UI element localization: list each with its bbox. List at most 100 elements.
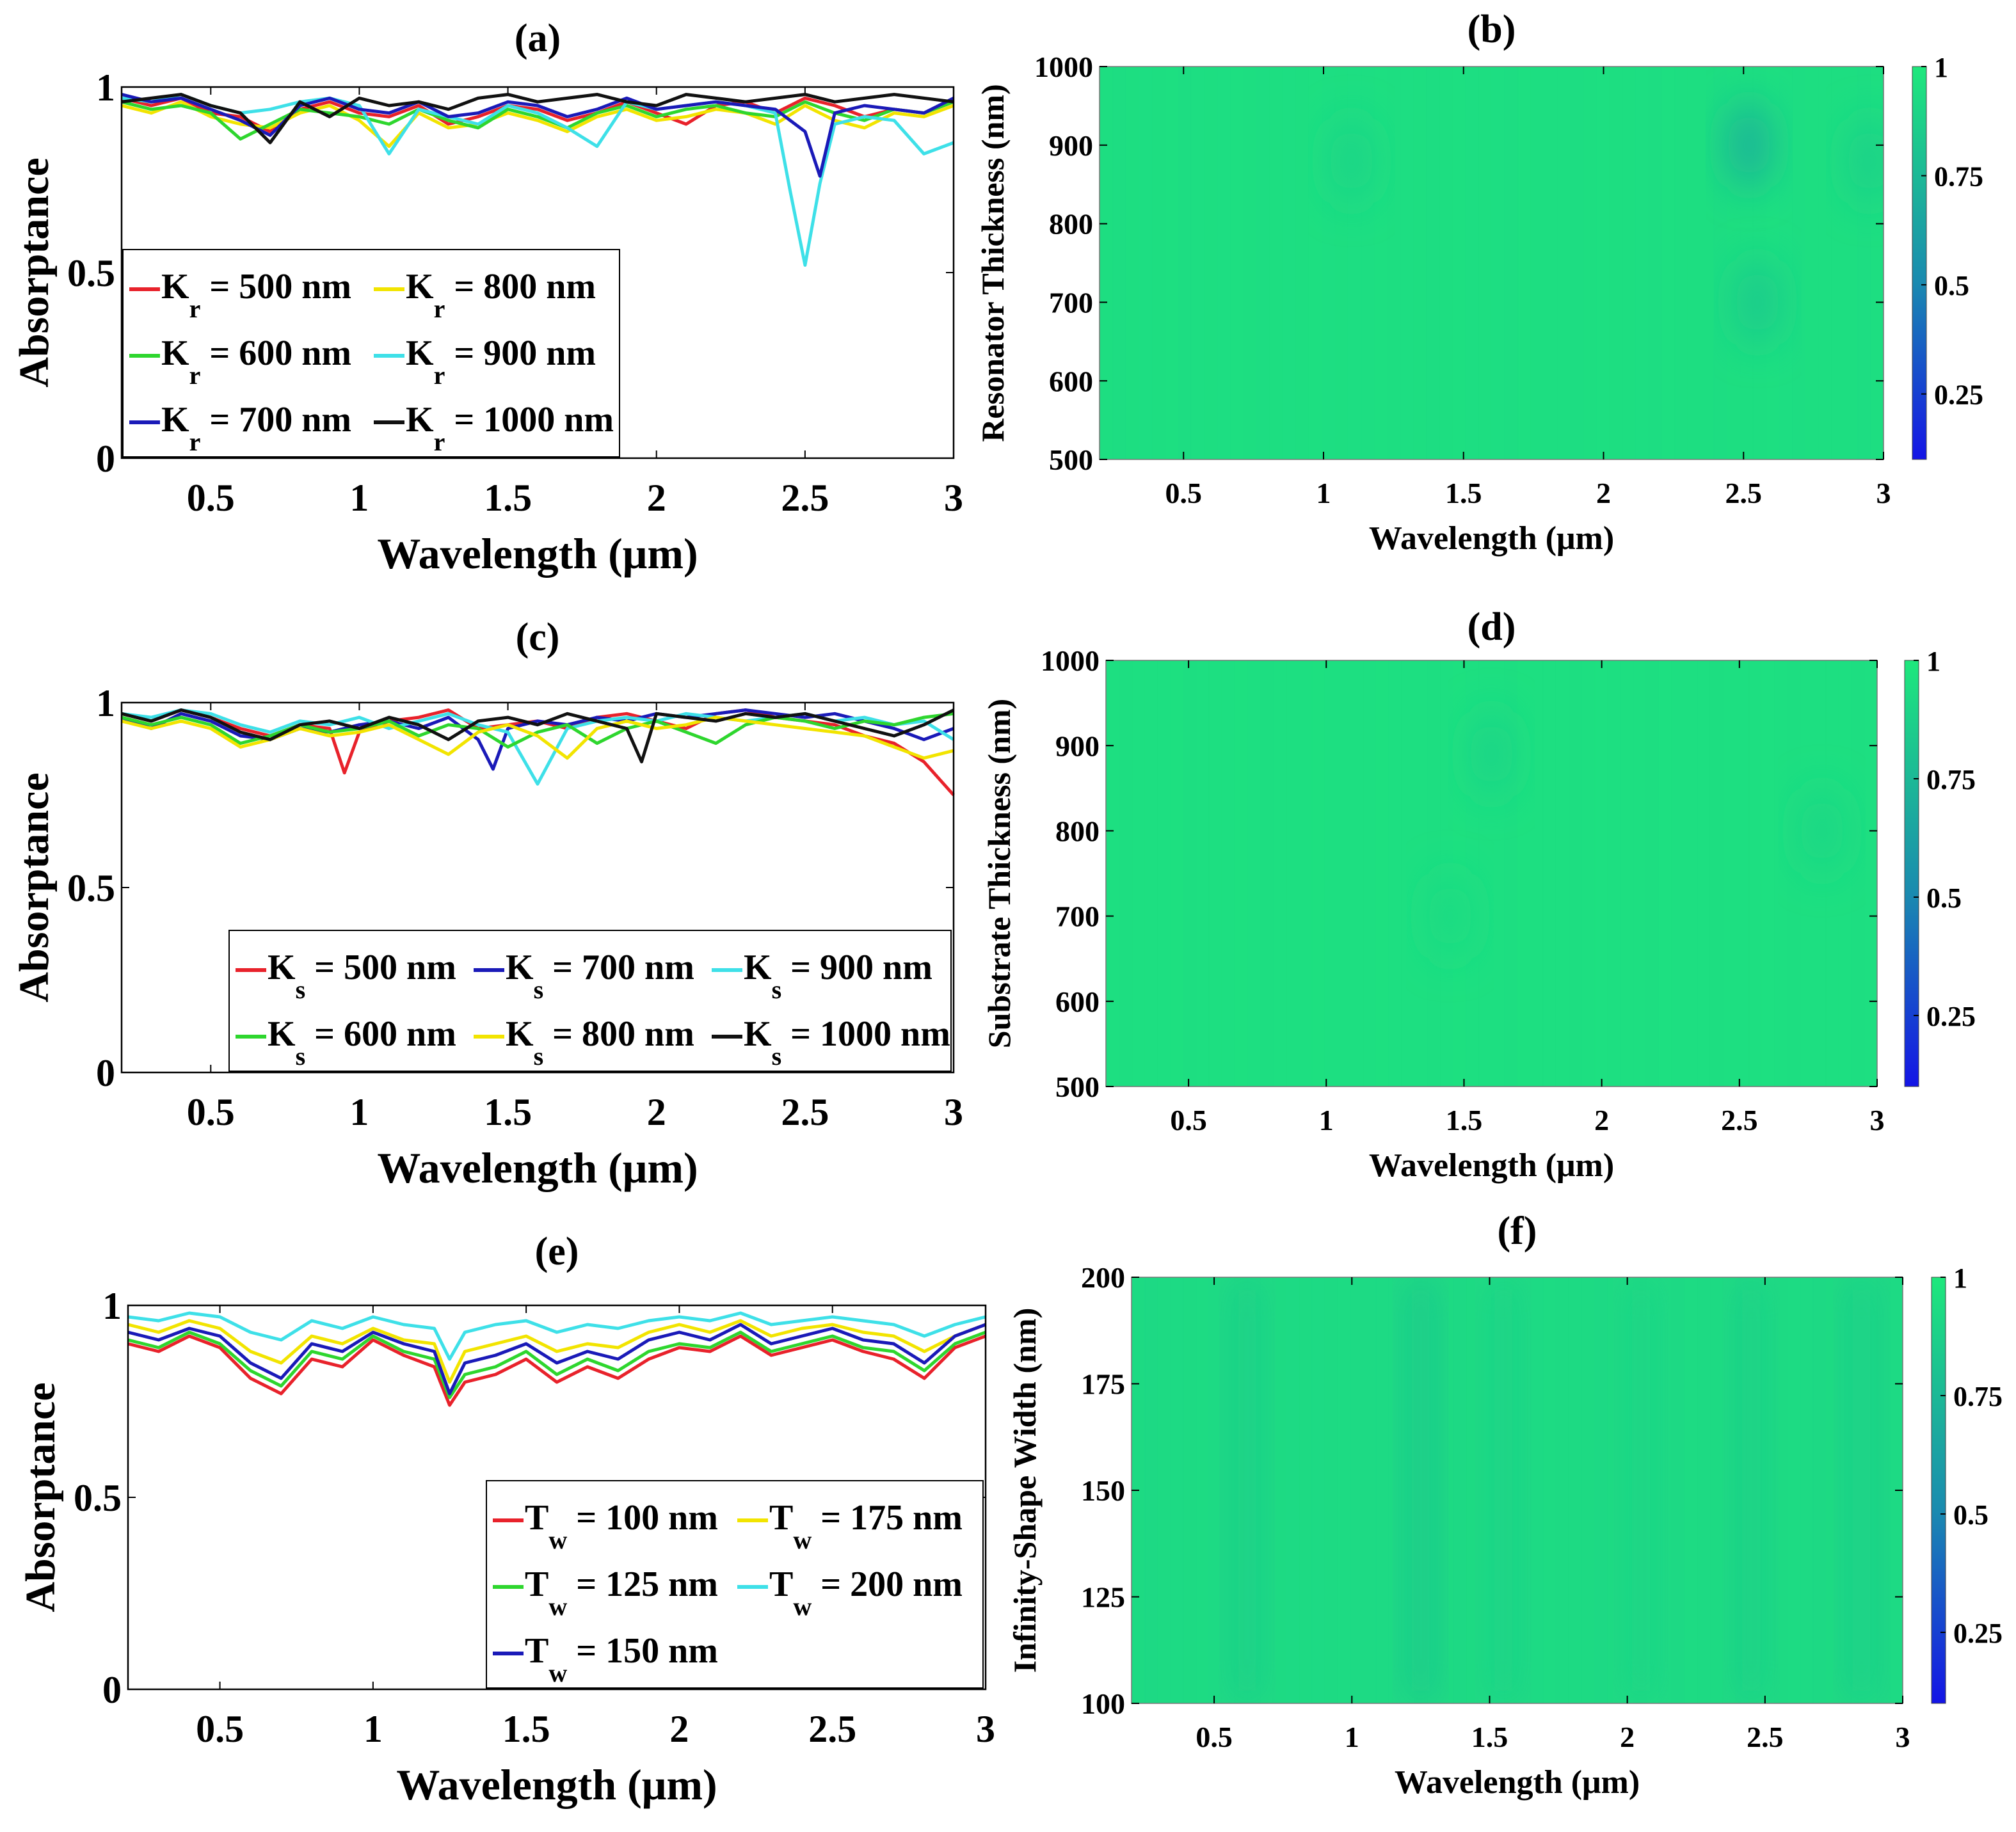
legend-suffix: = 125 nm [567, 1565, 718, 1604]
legend-entry: Tw = 125 nm [525, 1565, 718, 1621]
legend-suffix: = 700 nm [543, 948, 694, 987]
x-tick-label: 0.5 [187, 477, 235, 519]
legend-name: K [406, 333, 434, 373]
heatmap-streak [1800, 1277, 1814, 1703]
heatmap-streak [1851, 660, 1865, 1087]
y-tick-label: 0 [96, 1052, 115, 1094]
heatmap-streak [1208, 660, 1222, 1087]
heatmap-streak [1170, 1277, 1184, 1703]
x-tick-label: 2 [647, 477, 666, 519]
heatmap-streak [1556, 67, 1571, 459]
plot-frame [120, 86, 955, 459]
heatmap-streak [1112, 67, 1126, 459]
heatmap-streak [1684, 1277, 1698, 1703]
legend-entry: Tw = 175 nm [769, 1498, 963, 1554]
x-tick-label: 0.5 [1165, 477, 1203, 509]
legend-name: K [506, 948, 534, 987]
heatmap-streak [1272, 1277, 1286, 1703]
heatmap-streak [1286, 1277, 1300, 1703]
heatmap-streak [1427, 660, 1441, 1087]
heatmap-streak [1337, 660, 1351, 1087]
heatmap-streak [1388, 1277, 1402, 1703]
heatmap-streak [1596, 67, 1610, 459]
heatmap-streak [1517, 660, 1531, 1087]
x-tick-label: 3 [976, 1708, 995, 1750]
y-axis-label: Absorptance [11, 157, 58, 387]
colorbar-gradient [1912, 66, 1927, 460]
x-tick-label: 3 [944, 1091, 963, 1133]
x-tick-label: 1 [1316, 477, 1331, 509]
heatmap-streak [1221, 1277, 1235, 1703]
heatmap-feature [1469, 709, 1514, 799]
y-tick-label: 900 [1049, 129, 1093, 162]
heatmap-streak [1674, 67, 1688, 459]
panel-title: (e) [535, 1230, 579, 1273]
heatmap-streak [1581, 1277, 1595, 1703]
y-tick-label: 1 [102, 1285, 122, 1327]
panel-title: (b) [1468, 8, 1516, 51]
legend-entry: Tw = 100 nm [525, 1498, 718, 1554]
legend-sub: w [548, 1525, 567, 1554]
legend-sub: w [793, 1525, 812, 1554]
heatmap-streak [1100, 67, 1114, 459]
heatmap-streak [1774, 1277, 1788, 1703]
legend-suffix: = 900 nm [445, 333, 596, 373]
legend-entry: Ks = 600 nm [268, 1014, 456, 1071]
heatmap-streak [1633, 660, 1647, 1087]
legend-box [486, 1480, 984, 1689]
legend-box [228, 930, 952, 1072]
heatmap-feature [1428, 871, 1472, 961]
heatmap-streak [1282, 67, 1297, 459]
heatmap-feature [1736, 257, 1780, 347]
heatmap-streak [1622, 67, 1636, 459]
series-line [121, 93, 954, 145]
legend-entry: Kr = 700 nm [161, 400, 351, 456]
legend-sub: s [296, 975, 306, 1004]
heatmap-streak [1295, 67, 1309, 459]
legend-sub: s [772, 975, 782, 1004]
legend-entry: Ks = 500 nm [268, 948, 456, 1004]
heatmap-streak [1247, 660, 1261, 1087]
heatmap-streak [1761, 660, 1775, 1087]
colorbar: 0.25 0.5 0.75 1 [1904, 646, 1976, 1087]
legend-sub: w [793, 1592, 812, 1621]
x-tick-label: 2.5 [781, 1091, 829, 1133]
x-tick-label: 1 [349, 1091, 369, 1133]
heatmap-streak [1139, 67, 1153, 459]
y-tick-label: 0.5 [74, 1477, 122, 1519]
x-tick-label: 0.5 [1196, 1721, 1233, 1753]
y-tick-label: 1000 [1041, 644, 1100, 677]
series-line [121, 715, 954, 760]
legend-name: K [161, 333, 189, 373]
heatmap-band [1489, 1277, 1517, 1703]
legend-sub: r [434, 361, 445, 390]
y-tick-label: 700 [1055, 900, 1100, 933]
legend-name: K [406, 267, 434, 307]
y-tick-label: 600 [1049, 365, 1093, 397]
heatmap-streak [1800, 660, 1814, 1087]
heatmap-streak [1779, 67, 1793, 459]
heatmap-streak [1723, 660, 1737, 1087]
heatmap-band [1627, 1277, 1656, 1703]
heatmap-streak [1414, 660, 1428, 1087]
heatmap-streak [1517, 1277, 1531, 1703]
heatmap-streak [1196, 660, 1210, 1087]
y-tick-label: 100 [1081, 1687, 1125, 1720]
heatmap-streak [1151, 67, 1166, 459]
heatmap-streak [1322, 67, 1336, 459]
heatmap-streak [1838, 660, 1852, 1087]
x-axis-label: Wavelength (μm) [377, 1143, 698, 1192]
legend-entry: Kr = 800 nm [406, 267, 596, 323]
plot-frame [127, 1304, 987, 1691]
heatmap-streak [1709, 1277, 1724, 1703]
heatmap-streak [1709, 660, 1724, 1087]
heatmap-streak [1400, 67, 1414, 459]
heatmap-streak [1570, 67, 1584, 459]
heatmap-streak [1453, 660, 1467, 1087]
legend-name: T [525, 1565, 548, 1604]
heatmap-streak [1308, 67, 1323, 459]
heatmap-streak [1555, 660, 1569, 1087]
legend-sub: r [434, 294, 445, 323]
heatmap-streak [1787, 660, 1801, 1087]
